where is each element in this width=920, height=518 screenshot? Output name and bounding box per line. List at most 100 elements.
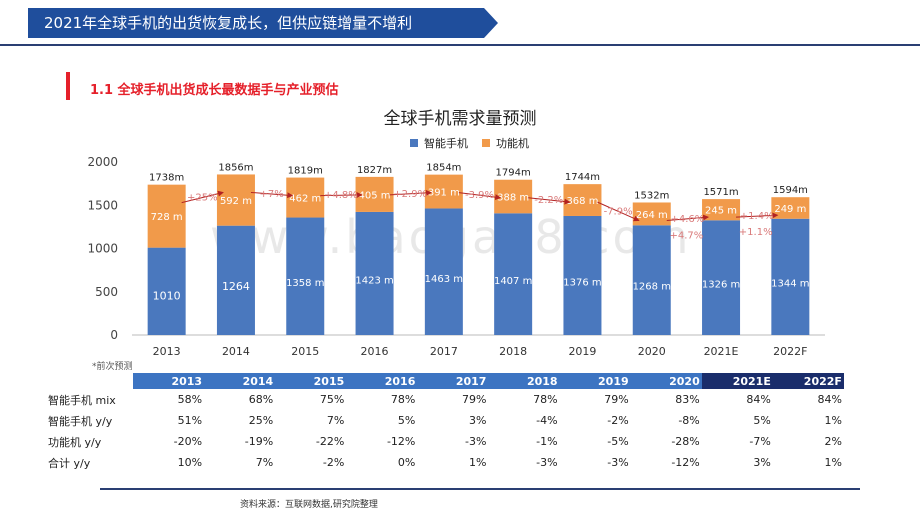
table-cell: 84% xyxy=(817,393,842,406)
feature-value-label: 245 m xyxy=(705,206,737,217)
bar-feature xyxy=(702,199,741,221)
forecast-note: *前次预测 xyxy=(92,362,133,372)
table-cell: -19% xyxy=(244,435,274,448)
feature-value-label: 405 m xyxy=(359,190,391,201)
feature-value-label: 249 m xyxy=(774,204,806,215)
table-row: 合计 y/y 10% 7% -2% 0% 1% -3% -3% -12% 3% 1% xyxy=(48,452,844,473)
bar-feature xyxy=(632,202,671,226)
total-label: 1854m xyxy=(426,163,461,174)
section-title: 1.1 全球手机出货成长最数据手与产业预估 xyxy=(90,83,339,98)
x-tick-label: 2021E xyxy=(704,345,739,358)
total-label: 1794m xyxy=(496,168,531,179)
x-tick-label: 2014 xyxy=(222,345,250,358)
x-tick-label: 2013 xyxy=(153,345,181,358)
total-label: 1571m xyxy=(703,187,738,198)
table-year-header: 2017 xyxy=(417,373,489,389)
chart-legend: 智能手机 功能机 xyxy=(410,135,529,151)
table-year-header: 2020 xyxy=(630,373,702,389)
table-cell: -3% xyxy=(607,456,629,469)
smart-value-label: 1463 m xyxy=(425,274,463,285)
growth-arrow xyxy=(320,191,363,198)
legend-swatch-feature xyxy=(482,139,490,147)
table-cell: 5% xyxy=(753,414,771,427)
table-cell: 3% xyxy=(753,456,771,469)
bar-smart xyxy=(355,211,394,335)
feature-value-label: 728 m xyxy=(151,212,183,223)
growth-label: -7.9% xyxy=(604,206,633,217)
table-cell: -4% xyxy=(536,414,558,427)
table-row-label: 智能手机 mix xyxy=(48,393,116,407)
legend-swatch-smart xyxy=(410,139,418,147)
table-cell: -3% xyxy=(465,435,487,448)
table-cell: -2% xyxy=(322,456,345,469)
table-cell: 51% xyxy=(177,414,203,427)
table-cell: 75% xyxy=(319,393,345,406)
table-cell: -8% xyxy=(678,414,700,427)
smart-value-label: 1326 m xyxy=(702,279,740,290)
total-label: 1819m xyxy=(288,166,323,177)
growth-arrow xyxy=(528,197,571,205)
table-cell: 79% xyxy=(604,393,629,406)
table-cell: 7% xyxy=(255,456,274,469)
table-cell: 83% xyxy=(675,393,700,406)
table-year-header: 2022F xyxy=(772,373,844,389)
feature-value-label: 391 m xyxy=(428,188,460,199)
table-row-label: 智能手机 y/y xyxy=(48,414,113,428)
table-header-blank xyxy=(48,373,133,389)
growth-label: -2.2% xyxy=(534,195,563,206)
legend-label-smart: 智能手机 xyxy=(424,137,468,150)
table-cell: -2% xyxy=(607,414,629,427)
bar-smart xyxy=(424,208,463,335)
table-cell: -5% xyxy=(607,435,629,448)
growth-arrow xyxy=(666,214,710,221)
title-banner: 2021年全球手机的出货恢复成长，但供应链增量不增利 xyxy=(28,8,498,38)
table-cell: 84% xyxy=(746,393,771,406)
table-cell: 10% xyxy=(177,456,203,469)
smart-value-label: 1423 m xyxy=(355,276,393,287)
smart-value-label: 1407 m xyxy=(494,276,532,287)
growth-arrow xyxy=(736,212,779,219)
table-year-header: 2019 xyxy=(559,373,631,389)
table-row: 智能手机 y/y 51% 25% 7% 5% 3% -4% -2% -8% 5% 1% xyxy=(48,410,844,431)
total-label: 1856m xyxy=(218,162,253,173)
header-divider xyxy=(0,44,920,46)
bar-feature xyxy=(147,184,186,248)
table-cell: 68% xyxy=(248,393,274,406)
table-cell: 79% xyxy=(462,393,487,406)
growth-label: +2.9% xyxy=(393,189,427,200)
x-tick-label: 2020 xyxy=(638,345,666,358)
table-row: 智能手机 mix 58% 68% 75% 78% 79% 78% 79% 83% 84% 84% xyxy=(48,389,844,410)
smart-value-label: 1358 m xyxy=(286,278,324,289)
feature-value-label: 388 m xyxy=(497,193,529,204)
page-title: 2021年全球手机的出货恢复成长，但供应链增量不增利 xyxy=(44,14,413,32)
chart-title: 全球手机需求量预测 xyxy=(383,109,537,129)
smart-value-label: 1268 m xyxy=(633,282,671,293)
table-cell: -28% xyxy=(671,435,700,448)
bar-smart xyxy=(286,217,325,335)
x-tick-label: 2017 xyxy=(430,345,458,358)
growth-arrow xyxy=(250,191,294,199)
x-tick-label: 2022F xyxy=(773,345,807,358)
growth-label: +4.8% xyxy=(324,190,358,201)
smart-value-label: 1376 m xyxy=(563,277,601,288)
smart-growth-label: +1.1% xyxy=(739,227,773,238)
section-marker xyxy=(66,72,70,100)
table-cell: 78% xyxy=(390,393,416,406)
table-cell: 58% xyxy=(177,393,203,406)
table-year-header: 2013 xyxy=(133,373,205,389)
data-table: 2013 2014 2015 2016 2017 2018 2019 2020 2021E 202… xyxy=(48,373,844,473)
table-cell: -20% xyxy=(173,435,203,448)
smart-value-label: 1344 m xyxy=(771,279,809,290)
growth-arrow xyxy=(389,189,432,196)
growth-label: +7% xyxy=(259,189,283,200)
table-header-row: 2013 2014 2015 2016 2017 2018 2019 2020 2021E 202… xyxy=(48,373,844,389)
table-cell: 7% xyxy=(326,414,345,427)
bar-chart: 0 500 1000 1500 2000 1010 728 m 1738m 2013 1264 59… xyxy=(87,155,825,358)
y-tick-label: 500 xyxy=(95,285,118,299)
total-label: 1532m xyxy=(634,190,669,201)
table-row: 功能机 y/y -20% -19% -22% -12% -3% -1% -5% -28% -7% 2… xyxy=(48,431,844,452)
growth-arrow xyxy=(597,201,640,222)
table-cell: 1% xyxy=(469,456,487,469)
footer-divider xyxy=(100,488,860,490)
x-tick-label: 2015 xyxy=(291,345,319,358)
